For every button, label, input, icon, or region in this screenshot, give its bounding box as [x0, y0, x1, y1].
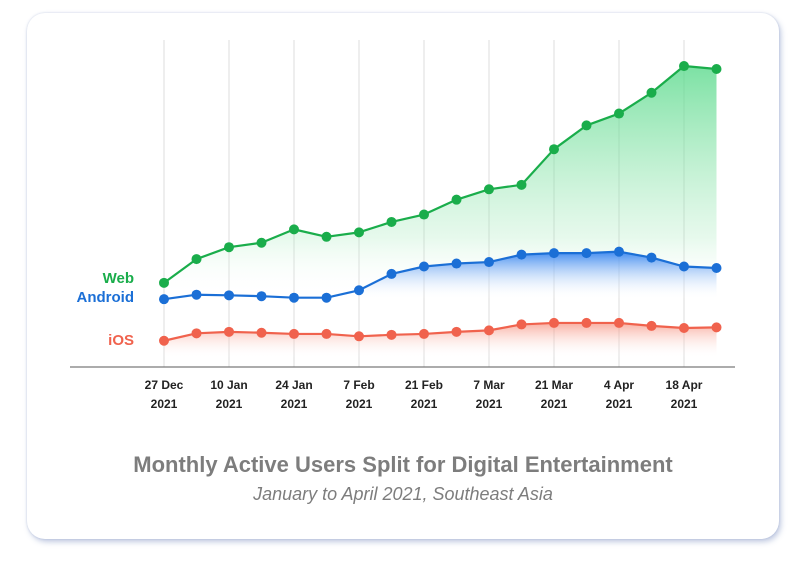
point-web: [224, 242, 234, 253]
point-ios: [679, 322, 689, 333]
series-label-ios: iOS: [108, 332, 134, 349]
point-ios: [581, 317, 592, 328]
point-android: [224, 290, 234, 301]
point-ios: [386, 329, 397, 340]
point-web: [289, 224, 299, 235]
point-web: [419, 209, 429, 220]
point-web: [549, 144, 559, 155]
point-ios: [646, 320, 657, 331]
point-web: [321, 231, 332, 242]
series-areas: [164, 66, 717, 358]
point-web: [354, 227, 364, 238]
point-ios: [451, 326, 462, 337]
point-android: [516, 249, 527, 260]
x-tick-label: 21 Feb 2021: [405, 378, 443, 411]
point-web: [451, 194, 462, 205]
point-web: [191, 254, 202, 265]
line-ios: [163, 321, 717, 342]
point-web: [679, 61, 689, 72]
point-android: [679, 261, 689, 272]
area-web: [164, 66, 717, 295]
x-tick-label: 18 Apr 2021: [666, 378, 703, 411]
area-ios: [164, 322, 717, 358]
x-tick-label: 7 Mar 2021: [473, 378, 505, 411]
point-android: [484, 257, 494, 268]
x-tick-label: 10 Jan 2021: [210, 378, 247, 411]
point-ios: [321, 328, 332, 339]
point-android: [289, 292, 299, 303]
point-ios: [289, 328, 299, 339]
point-ios: [549, 317, 559, 328]
point-ios: [354, 331, 364, 342]
series-labels: Web Android iOS: [77, 270, 135, 349]
point-web: [516, 179, 527, 190]
point-android: [711, 262, 722, 273]
point-ios: [256, 327, 267, 338]
x-tick-label: 7 Feb 2021: [343, 378, 374, 411]
point-ios: [516, 319, 527, 330]
point-web: [581, 120, 592, 131]
point-ios: [224, 326, 234, 337]
point-android: [354, 285, 364, 296]
point-android: [419, 261, 429, 272]
point-android: [646, 252, 657, 263]
line-android: [163, 250, 717, 301]
area-android: [164, 251, 717, 300]
point-ios: [614, 317, 624, 328]
x-tick-labels: 27 Dec 2021 10 Jan 2021 24 Jan 2021 7 Feb 2021 2…: [145, 378, 703, 411]
series-points: [159, 61, 722, 346]
point-android: [159, 294, 169, 305]
point-android: [451, 258, 462, 269]
point-ios: [484, 325, 494, 336]
point-ios: [159, 335, 169, 346]
point-android: [321, 292, 332, 303]
chart-subtitle: January to April 2021, Southeast Asia: [253, 484, 553, 504]
point-android: [386, 268, 397, 279]
series-label-web: Web: [103, 270, 134, 287]
point-android: [549, 248, 559, 259]
point-web: [646, 87, 657, 98]
x-tick-label: 4 Apr 2021: [604, 378, 635, 411]
point-ios: [191, 328, 202, 339]
point-android: [581, 248, 592, 259]
point-web: [614, 108, 624, 119]
line-web: [163, 64, 717, 284]
x-tick-label: 21 Mar 2021: [535, 378, 573, 411]
point-web: [386, 216, 397, 227]
point-web: [159, 277, 169, 288]
x-tick-label: 27 Dec 2021: [145, 378, 184, 411]
point-web: [256, 237, 267, 248]
series-label-android: Android: [77, 289, 135, 306]
x-tick-label: 24 Jan 2021: [275, 378, 312, 411]
point-web: [711, 64, 722, 74]
chart-title: Monthly Active Users Split for Digital E…: [133, 452, 673, 477]
point-web: [484, 184, 494, 195]
series-lines: [163, 64, 717, 342]
point-android: [614, 246, 624, 257]
point-android: [191, 289, 202, 300]
point-android: [256, 291, 267, 302]
point-ios: [419, 328, 429, 339]
point-ios: [711, 322, 722, 333]
